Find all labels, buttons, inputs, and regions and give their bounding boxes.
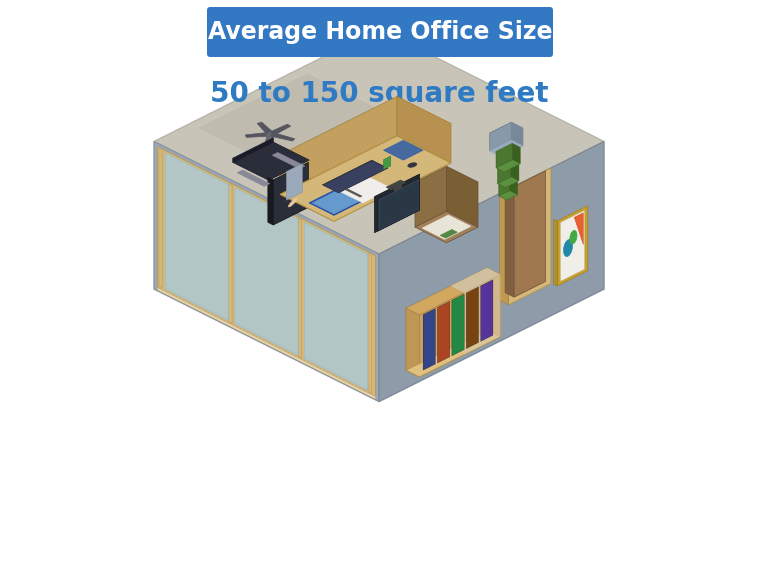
Polygon shape bbox=[397, 99, 404, 142]
Polygon shape bbox=[390, 99, 397, 142]
Polygon shape bbox=[269, 133, 295, 141]
Polygon shape bbox=[309, 188, 363, 215]
Polygon shape bbox=[384, 156, 390, 170]
Polygon shape bbox=[500, 184, 509, 305]
Polygon shape bbox=[233, 142, 309, 180]
Polygon shape bbox=[293, 151, 300, 195]
Polygon shape bbox=[235, 188, 298, 355]
Polygon shape bbox=[499, 191, 518, 200]
Polygon shape bbox=[505, 182, 514, 297]
Text: 50 to 150 square feet: 50 to 150 square feet bbox=[210, 80, 548, 108]
Polygon shape bbox=[394, 184, 402, 192]
Polygon shape bbox=[490, 140, 523, 157]
Polygon shape bbox=[299, 219, 302, 358]
Polygon shape bbox=[154, 29, 604, 254]
Polygon shape bbox=[286, 151, 293, 195]
Polygon shape bbox=[514, 171, 546, 297]
Polygon shape bbox=[339, 186, 362, 197]
Polygon shape bbox=[322, 160, 388, 193]
Polygon shape bbox=[154, 142, 379, 402]
Polygon shape bbox=[450, 268, 500, 293]
Polygon shape bbox=[159, 149, 162, 288]
Polygon shape bbox=[561, 211, 584, 281]
Polygon shape bbox=[464, 275, 500, 355]
Polygon shape bbox=[570, 230, 577, 244]
Polygon shape bbox=[553, 219, 557, 286]
Polygon shape bbox=[268, 124, 291, 135]
Polygon shape bbox=[312, 191, 359, 214]
Polygon shape bbox=[257, 122, 274, 135]
Polygon shape bbox=[267, 132, 271, 161]
Polygon shape bbox=[512, 143, 520, 164]
Polygon shape bbox=[289, 199, 297, 207]
Polygon shape bbox=[324, 161, 386, 192]
Polygon shape bbox=[422, 215, 471, 239]
Polygon shape bbox=[265, 134, 274, 147]
Polygon shape bbox=[431, 120, 438, 163]
Polygon shape bbox=[327, 172, 334, 215]
FancyBboxPatch shape bbox=[207, 7, 553, 57]
Polygon shape bbox=[415, 212, 478, 243]
Polygon shape bbox=[419, 275, 500, 377]
Polygon shape bbox=[280, 136, 451, 221]
Polygon shape bbox=[378, 178, 419, 231]
Polygon shape bbox=[158, 147, 375, 396]
Polygon shape bbox=[246, 132, 271, 138]
Polygon shape bbox=[415, 166, 446, 227]
Polygon shape bbox=[497, 177, 519, 188]
Polygon shape bbox=[199, 74, 415, 182]
Polygon shape bbox=[272, 152, 305, 169]
Polygon shape bbox=[406, 308, 419, 377]
Polygon shape bbox=[509, 168, 551, 305]
Polygon shape bbox=[497, 160, 511, 183]
Polygon shape bbox=[406, 268, 487, 370]
Polygon shape bbox=[384, 140, 423, 160]
Polygon shape bbox=[406, 330, 500, 377]
Polygon shape bbox=[440, 230, 457, 238]
Polygon shape bbox=[490, 122, 512, 151]
Polygon shape bbox=[305, 222, 368, 390]
Polygon shape bbox=[237, 170, 270, 186]
Polygon shape bbox=[496, 143, 512, 168]
Polygon shape bbox=[368, 253, 371, 393]
Polygon shape bbox=[511, 160, 519, 181]
Polygon shape bbox=[229, 184, 232, 323]
Polygon shape bbox=[334, 172, 341, 215]
Polygon shape bbox=[512, 122, 523, 146]
Polygon shape bbox=[165, 153, 229, 321]
Polygon shape bbox=[406, 268, 500, 315]
Polygon shape bbox=[438, 120, 446, 163]
Polygon shape bbox=[273, 162, 309, 225]
Polygon shape bbox=[557, 206, 587, 286]
Polygon shape bbox=[158, 288, 375, 399]
Polygon shape bbox=[397, 96, 451, 163]
Polygon shape bbox=[496, 160, 520, 172]
Polygon shape bbox=[452, 294, 464, 356]
Polygon shape bbox=[509, 178, 518, 195]
Polygon shape bbox=[374, 174, 419, 233]
Polygon shape bbox=[287, 164, 302, 200]
Polygon shape bbox=[386, 180, 406, 190]
Polygon shape bbox=[233, 138, 273, 162]
Text: Average Home Office Size: Average Home Office Size bbox=[208, 20, 553, 44]
Polygon shape bbox=[481, 280, 493, 341]
Polygon shape bbox=[499, 178, 509, 196]
Polygon shape bbox=[437, 301, 449, 363]
Polygon shape bbox=[466, 287, 478, 349]
Polygon shape bbox=[563, 240, 572, 257]
Polygon shape bbox=[381, 181, 418, 229]
Polygon shape bbox=[379, 142, 604, 402]
Polygon shape bbox=[341, 178, 392, 203]
Polygon shape bbox=[575, 213, 584, 245]
Polygon shape bbox=[423, 309, 435, 370]
Polygon shape bbox=[408, 163, 417, 168]
Polygon shape bbox=[268, 177, 273, 225]
Polygon shape bbox=[280, 96, 397, 195]
Polygon shape bbox=[446, 166, 478, 227]
